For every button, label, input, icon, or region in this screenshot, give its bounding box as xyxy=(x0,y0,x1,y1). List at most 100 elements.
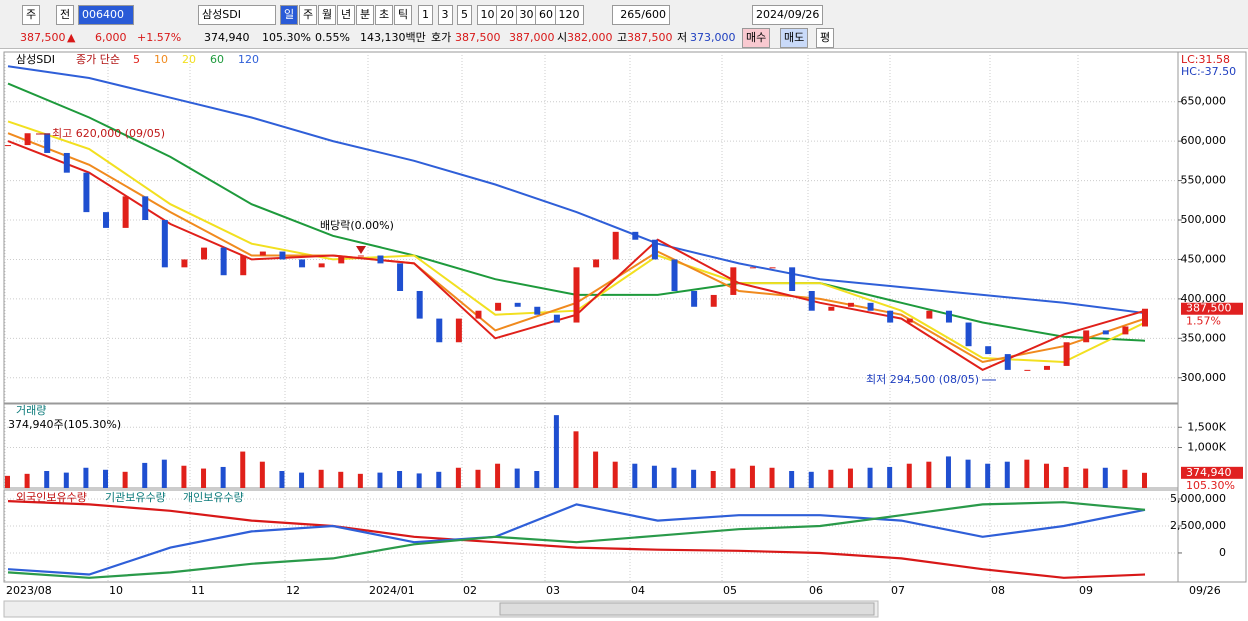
candle xyxy=(651,239,658,260)
candle xyxy=(710,294,717,307)
candle xyxy=(377,255,384,264)
period-button[interactable]: 틱 xyxy=(394,5,413,25)
candle xyxy=(475,310,482,319)
volume-bar xyxy=(83,467,89,488)
candle xyxy=(1142,308,1148,327)
interval-button[interactable]: 5 xyxy=(457,5,472,25)
sell-button[interactable]: 매도 xyxy=(780,28,809,48)
code-input[interactable]: 006400 xyxy=(78,5,134,25)
right-axis xyxy=(1177,51,1247,583)
volume-bar xyxy=(357,473,363,488)
volume-bar xyxy=(789,470,795,488)
date-input[interactable]: 2024/09/26 xyxy=(752,5,824,25)
volume-bar xyxy=(63,472,69,488)
last-pct: 1.57% xyxy=(1186,315,1221,328)
x-tick-label: 06 xyxy=(809,584,823,597)
period-button[interactable]: 분 xyxy=(356,5,375,25)
hc: HC:-37.50 xyxy=(1181,65,1236,78)
toolbar: 주 전 006400 삼성SDI 일 주 월 년 분 초 틱 1 3 5 10 20 30 60 120 2… xyxy=(0,0,1248,29)
volume-bar xyxy=(1102,467,1108,488)
stock-name: 삼성SDI xyxy=(198,5,276,25)
volume-bar xyxy=(1122,469,1128,488)
y-tick-label: 500,000 xyxy=(1181,213,1227,226)
y-tick-label: 0 xyxy=(1219,546,1226,559)
volume-bar xyxy=(122,471,128,488)
lc: LC:31.58 xyxy=(1181,53,1230,66)
volume-bar xyxy=(416,473,422,488)
period-button[interactable]: 월 xyxy=(318,5,337,25)
low: 373,000 xyxy=(690,31,736,44)
candle xyxy=(24,133,31,146)
prev-button[interactable]: 전 xyxy=(56,5,75,25)
volume-bar xyxy=(5,475,10,488)
candle xyxy=(455,318,462,343)
volume-bar xyxy=(808,471,814,488)
volume-bar xyxy=(1063,466,1069,488)
volume-bar xyxy=(24,473,30,488)
candle xyxy=(1043,365,1050,370)
annotation: 배당락(0.00%) xyxy=(320,219,394,232)
pane-title: 삼성SDI xyxy=(16,53,55,66)
interval-button[interactable]: 20 xyxy=(496,5,518,25)
volume-bar xyxy=(1024,459,1030,488)
candle xyxy=(436,318,443,343)
candle xyxy=(1004,354,1011,370)
period-select[interactable]: 주 xyxy=(22,5,41,25)
volume-ratio: 105.30% xyxy=(262,31,311,44)
x-tick-label: 09 xyxy=(1079,584,1093,597)
candle xyxy=(83,172,90,213)
volume-bar xyxy=(455,467,461,488)
volume-bar xyxy=(44,470,50,488)
high: 387,500 xyxy=(627,31,673,44)
candle xyxy=(906,318,913,323)
volume-bar xyxy=(553,415,559,488)
candle xyxy=(1024,369,1031,371)
volume-bar xyxy=(710,470,716,488)
low-label: 저 xyxy=(677,31,688,44)
candle xyxy=(730,267,737,295)
candle xyxy=(808,290,815,311)
turnover: 0.55% xyxy=(315,31,350,44)
pane xyxy=(3,403,1179,489)
candle xyxy=(573,267,580,323)
interval-button[interactable]: 3 xyxy=(437,5,453,25)
candle xyxy=(534,306,541,315)
interval-button[interactable]: 1 xyxy=(418,5,433,25)
volume-bar xyxy=(397,470,403,488)
candle xyxy=(1102,330,1109,335)
period-button[interactable]: 일 xyxy=(280,5,299,25)
holding-line xyxy=(7,500,1146,579)
y-tick-label: 450,000 xyxy=(1181,252,1227,265)
y-tick-label: 1,500K xyxy=(1187,420,1226,433)
volume-bar xyxy=(612,461,618,488)
volume-bar xyxy=(573,431,579,488)
volume-bar xyxy=(534,470,540,488)
period-button[interactable]: 년 xyxy=(337,5,356,25)
x-tick-label: 05 xyxy=(723,584,737,597)
volume-bar xyxy=(985,463,991,488)
annotation-arrow xyxy=(356,246,366,254)
buy-button[interactable]: 매수 xyxy=(742,28,771,48)
period-button[interactable]: 주 xyxy=(299,5,318,25)
avg-button[interactable]: 평 xyxy=(816,28,835,48)
candle xyxy=(220,247,227,276)
candle xyxy=(142,196,149,221)
legend-entry: 5 xyxy=(133,53,140,66)
candle xyxy=(612,231,619,260)
arrow: ▲ xyxy=(67,31,76,44)
candle xyxy=(161,220,168,268)
volume-bar xyxy=(103,469,109,488)
last-volume-box xyxy=(1181,466,1243,479)
volume-bar xyxy=(181,465,187,488)
period-button[interactable]: 초 xyxy=(375,5,394,25)
high-label: 고 xyxy=(617,31,628,44)
volume-bar xyxy=(1083,468,1089,488)
candle xyxy=(397,263,404,291)
candle xyxy=(828,306,835,311)
interval-button[interactable]: 120 xyxy=(554,5,584,25)
interval-button[interactable]: 10 xyxy=(476,5,499,25)
candle xyxy=(240,255,247,276)
legend-entry: 외국인보유수량 xyxy=(16,491,87,504)
volume-bar xyxy=(377,472,383,488)
